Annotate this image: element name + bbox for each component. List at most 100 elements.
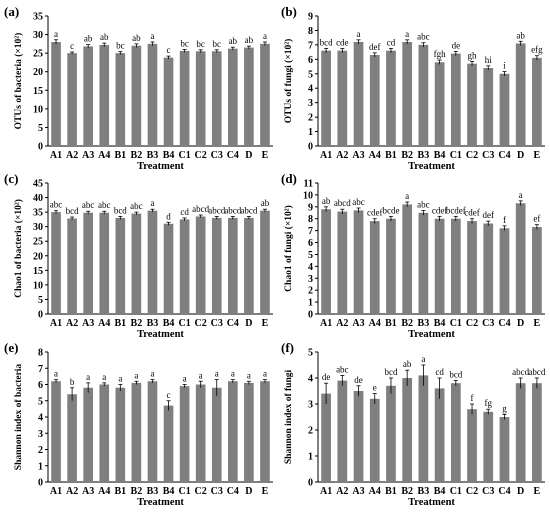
bar-B3 (147, 210, 158, 314)
category-label: A1 (50, 150, 62, 161)
y-tick-label: 4 (308, 374, 313, 385)
y-tick-label: 2 (308, 426, 313, 437)
category-label: A3 (82, 486, 94, 497)
significance-label: bcd (320, 38, 333, 48)
y-tick-label: 4 (308, 84, 313, 95)
significance-label: bcd (384, 367, 397, 377)
category-label: A3 (82, 318, 94, 329)
significance-label: de (354, 375, 363, 385)
bar-A3 (353, 42, 364, 146)
bar-A3 (83, 387, 93, 482)
bar-A1 (321, 393, 331, 482)
significance-label: a (150, 31, 154, 41)
bar-C4 (228, 48, 238, 146)
y-tick-label: 15 (33, 86, 43, 97)
category-label: B2 (401, 318, 413, 329)
category-label: B4 (163, 486, 175, 497)
significance-label: efg (531, 45, 543, 55)
category-label: D (517, 150, 524, 161)
significance-label: ab (403, 359, 412, 369)
bar-C2 (467, 63, 477, 146)
category-label: D (245, 318, 252, 329)
significance-label: abcd (208, 205, 225, 215)
bar-D (515, 383, 526, 482)
category-label: E (262, 486, 269, 497)
panel-label: (a) (4, 4, 19, 19)
significance-label: a (519, 190, 523, 200)
significance-label: def (483, 210, 495, 220)
y-tick-label: 10 (33, 104, 43, 115)
category-label: E (262, 318, 269, 329)
category-label: A4 (369, 318, 381, 329)
bar-C3 (483, 411, 494, 482)
bar-B3 (418, 44, 429, 147)
bar-C1 (179, 50, 190, 146)
significance-label: a (263, 369, 267, 379)
y-tick-label: 25 (33, 237, 43, 248)
y-tick-label: 8 (308, 26, 313, 37)
category-label: A2 (66, 150, 78, 161)
category-label: A4 (98, 318, 110, 329)
y-tick-label: 25 (33, 49, 43, 60)
category-label: A3 (82, 150, 94, 161)
y-tick-label: 3 (308, 98, 313, 109)
category-label: C2 (466, 150, 478, 161)
significance-label: abc (98, 200, 111, 210)
category-label: C1 (178, 486, 190, 497)
significance-label: cde (336, 38, 349, 48)
bar-A2 (337, 380, 348, 482)
panel-f: (f) 0 1 2 3 4 5 de A1 abc A2 de A3 e A4 bcd B1 ab B2 a B3 cd B… (281, 340, 546, 508)
significance-label: cd (180, 207, 189, 217)
panel-c: (c) 0 5 10 15 20 25 30 35 40 45 abc A1 bcd A2 abc A3 abc A… (4, 171, 273, 340)
significance-label: fg (485, 398, 493, 408)
y-tick-label: 0 (38, 142, 43, 153)
significance-label: bc (213, 39, 222, 49)
significance-label: ab (245, 35, 254, 45)
significance-label: a (231, 369, 235, 379)
bar-B4 (163, 223, 174, 314)
bar-A4 (369, 55, 380, 146)
category-label: A2 (66, 486, 78, 497)
significance-label: abc (50, 200, 63, 210)
bar-A3 (353, 391, 364, 482)
category-label: B1 (385, 150, 397, 161)
category-label: A1 (50, 318, 62, 329)
category-label: B4 (163, 150, 175, 161)
significance-label: a (183, 374, 187, 384)
category-label: B2 (131, 318, 143, 329)
category-label: D (517, 486, 524, 497)
significance-label: abcd (192, 204, 209, 214)
category-label: C1 (178, 318, 190, 329)
y-tick-label: 3 (308, 274, 313, 285)
y-tick-label: 5 (308, 348, 313, 359)
category-label: B2 (131, 150, 143, 161)
x-axis-title: Treatment (137, 329, 184, 340)
significance-label: a (199, 370, 203, 380)
category-label: C4 (227, 486, 239, 497)
category-label: E (262, 150, 269, 161)
y-tick-label: 4 (38, 413, 43, 424)
category-label: B3 (147, 318, 159, 329)
y-tick-label: 8 (38, 348, 43, 359)
bar-D (515, 203, 526, 314)
significance-label: abcd (528, 367, 545, 377)
bar-C2 (195, 384, 206, 482)
y-tick-label: 0 (308, 142, 313, 153)
category-label: B1 (114, 150, 126, 161)
significance-label: abc (336, 364, 349, 374)
significance-label: a (357, 29, 361, 39)
bar-A3 (83, 212, 93, 314)
bar-A4 (369, 221, 380, 314)
bar-C1 (450, 383, 461, 482)
category-label: A4 (369, 150, 381, 161)
category-label: A1 (50, 486, 62, 497)
category-label: C2 (195, 486, 207, 497)
significance-label: bc (196, 39, 205, 49)
significance-label: cd (435, 367, 444, 377)
bar-B1 (115, 217, 126, 314)
significance-label: ab (100, 32, 109, 42)
bar-A1 (321, 209, 331, 314)
significance-label: bcde (382, 205, 399, 215)
significance-label: abcd (334, 198, 351, 208)
bar-B2 (131, 382, 142, 482)
